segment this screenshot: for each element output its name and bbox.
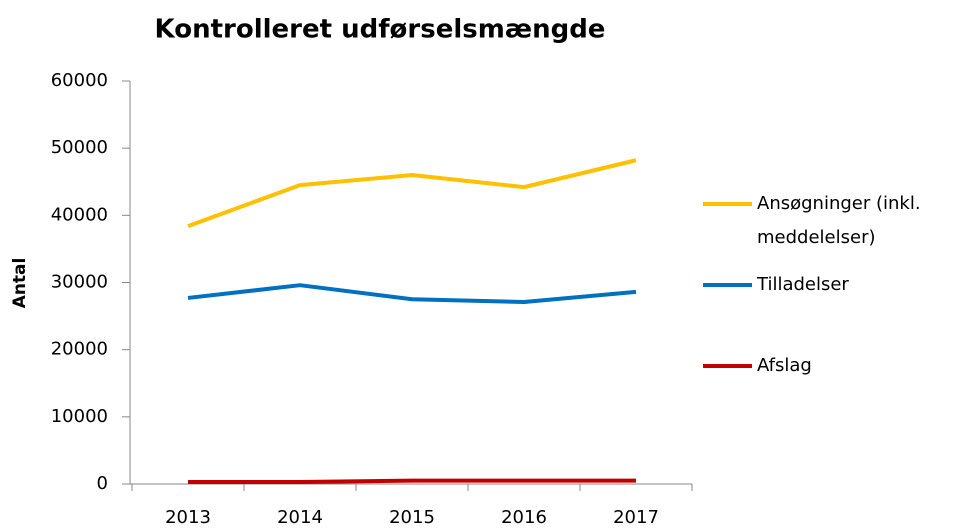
series-line <box>187 158 637 228</box>
series-line <box>187 283 637 304</box>
y-tick-label: 10000 <box>51 406 108 427</box>
y-tick-label: 0 <box>97 473 108 494</box>
x-tick-label: 2014 <box>277 507 323 528</box>
y-tick-label: 20000 <box>51 339 108 360</box>
x-tick-label: 2015 <box>389 507 435 528</box>
x-tick-label: 2016 <box>501 507 547 528</box>
legend-label: Ansøgninger (inkl. meddelelser) <box>757 193 921 248</box>
y-tick-label: 50000 <box>51 137 108 158</box>
series-line <box>188 478 636 484</box>
y-tick-label: 30000 <box>51 272 108 293</box>
y-tick-label: 60000 <box>51 70 108 91</box>
legend-label: Tilladelser <box>757 274 849 295</box>
y-tick-label: 40000 <box>51 204 108 225</box>
legend-label: Afslag <box>757 355 812 376</box>
y-axis-label: Antal <box>10 258 30 309</box>
x-tick-label: 2013 <box>165 507 211 528</box>
x-tick-label: 2017 <box>613 507 659 528</box>
chart-title: Kontrolleret udførselsmængde <box>155 15 606 45</box>
